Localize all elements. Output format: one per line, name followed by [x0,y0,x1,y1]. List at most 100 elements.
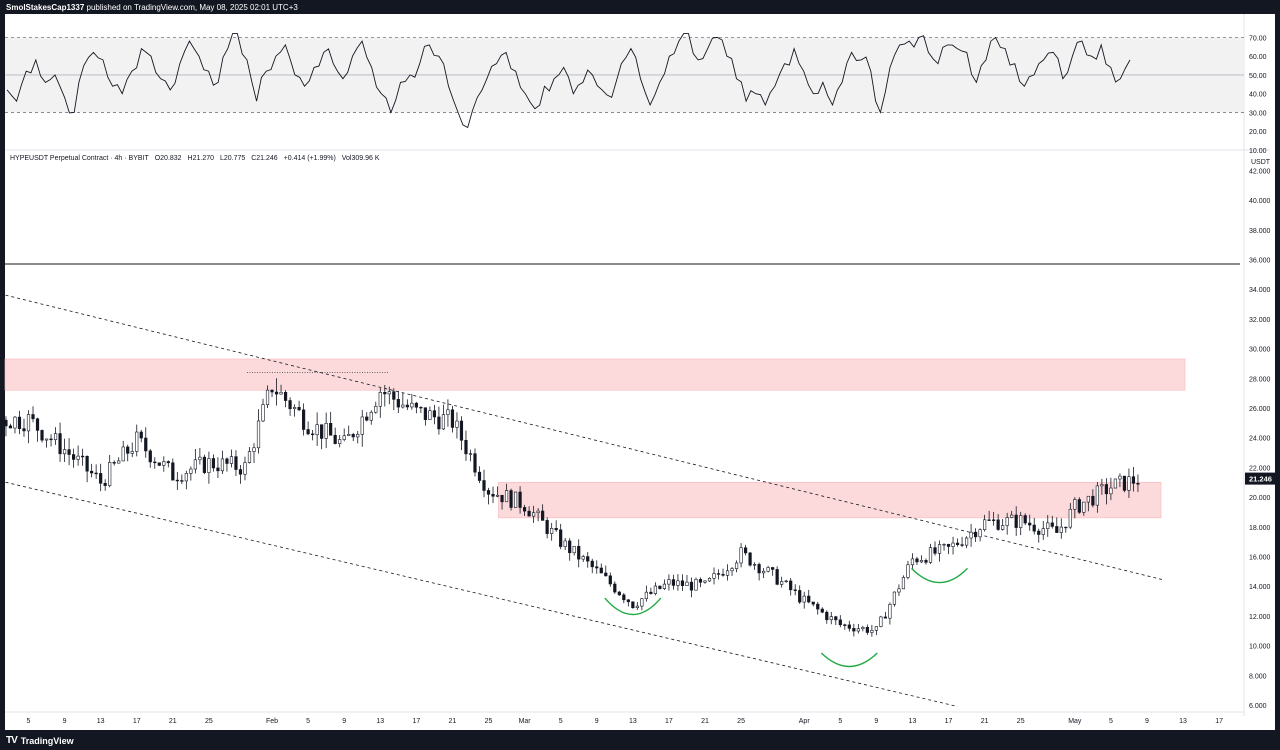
candle-body [1023,515,1027,524]
candle-body [405,404,409,408]
candle-body [892,591,897,605]
candle-body [996,519,1000,530]
publisher-name[interactable]: SmolStakesCap1337 [6,3,85,12]
candle-body [175,479,179,482]
candle-body [536,510,540,514]
candle-body [67,449,71,455]
tradingview-logo-icon: TV [6,735,18,746]
candle-body [743,547,748,554]
candle-body [220,458,225,472]
time-tick-label: 5 [306,718,310,725]
candle-body [1122,475,1127,491]
candle-body [207,458,211,473]
candle-body [595,566,599,569]
last-price-tag [1245,472,1275,485]
candle-body [1059,526,1063,533]
candle-body [342,435,346,440]
rounded-bottom-arc [604,597,662,616]
candle-body [572,545,576,554]
time-tick-label: 5 [559,718,563,725]
candle-body [365,416,369,421]
publish-info: published on TradingView.com, May 08, 20… [86,3,298,12]
candle-body [302,409,306,430]
candle-body [0,419,4,422]
candle-body [171,462,175,481]
candle-body [870,630,874,633]
publish-header: SmolStakesCap1337 published on TradingVi… [6,3,298,12]
candle-body [22,428,26,432]
candle-body [554,528,558,531]
oscillator-tick-label: 40.00 [1249,92,1267,99]
candle-body [446,409,450,415]
candle-body [834,616,838,621]
price-tick-label: 12.000 [1249,614,1271,621]
time-tick-label: 25 [1017,718,1025,725]
ohlc-close: C21.246 [251,155,278,162]
candle-body [455,420,459,428]
price-tick-label: 36.000 [1249,258,1271,265]
candle-body [252,447,256,452]
candle-body [1014,514,1018,528]
candle-body [545,520,549,534]
oscillator-panel: 70.00 60.00 50.00 40.00 30.00 20.00 10.00 [5,33,1267,155]
footer-brand[interactable]: TV TradingView [6,735,74,746]
candle-body [17,416,22,429]
candle-body [707,578,712,582]
candle-body [432,410,437,418]
price-tick-label: 8.000 [1249,673,1267,680]
candle-body [753,564,757,566]
candle-body [613,583,617,593]
oscillator-tick-label: 60.00 [1249,54,1267,61]
candle-body [477,471,482,481]
candle-body [662,583,667,589]
time-tick-label: 21 [981,718,989,725]
time-tick-label: May [1068,718,1082,725]
candle-body [798,590,802,603]
candle-body [500,494,504,503]
symbol-title[interactable]: HYPEUSDT Perpetual Contract · 4h · BYBIT [10,155,149,162]
candle-body [843,624,847,626]
candle-body [626,599,630,603]
candle-body [13,416,17,429]
candle-body [333,434,337,444]
candle-body [847,624,851,629]
price-tick-label: 10.000 [1249,644,1271,651]
candle-body [504,490,509,503]
price-tick-label: 18.000 [1249,525,1271,532]
price-tick-label: 20.000 [1249,495,1271,502]
candle-body [202,456,206,473]
candle-body [527,510,531,517]
candle-body [906,564,910,578]
oscillator-tick-label: 30.00 [1249,110,1267,117]
candle-body [590,560,594,568]
candle-body [72,454,76,460]
time-tick-label: 13 [97,718,105,725]
candle-body [789,580,793,591]
candle-body [306,429,310,435]
candle-body [509,490,513,508]
candle-body [270,389,274,393]
candle-body [1136,483,1140,485]
candle-body [76,455,80,460]
candle-body [680,580,685,586]
candle-body [748,552,752,566]
candle-body [712,573,716,579]
candle-body [1037,530,1041,535]
ohlc-high: H21.270 [187,155,214,162]
candle-body [725,570,730,576]
candle-body [198,456,202,461]
resistance-zone [4,358,1186,391]
candle-body [283,391,288,401]
time-tick-label: 21 [169,718,177,725]
oscillator-line [6,33,1131,129]
candle-body [960,544,964,546]
candle-body [62,449,67,455]
candle-body [816,603,820,610]
price-tick-label: 22.000 [1249,465,1271,472]
candle-body [807,595,811,603]
candle-body [162,461,166,466]
candle-body [667,579,671,585]
candle-body [766,567,770,572]
candle-body [973,531,978,538]
